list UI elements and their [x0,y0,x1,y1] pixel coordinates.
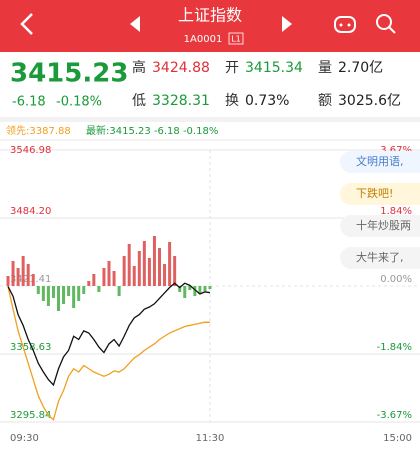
x-tick-label: 15:00 [383,433,412,444]
y2-tick-label: -3.67% [377,410,412,421]
legend-lead: 领先:3387.88 [6,124,71,137]
y-tick-label: 3295.84 [10,410,51,421]
volume-bar [203,286,207,291]
volume-bar [127,244,131,286]
volume-bar [41,286,45,301]
y-tick-label: 3358.63 [10,342,51,353]
volume-bar [62,286,66,304]
volume-bar [117,286,121,296]
back-button[interactable] [20,13,33,35]
y-tick-label: 3421.41 [10,274,51,285]
search-icon[interactable] [376,14,396,34]
legend-latest: 最新:3415.23 -6.18 -0.18% [86,124,218,137]
volume-bar [97,286,101,292]
code: 1A0001 [184,34,223,45]
y-tick-label: 3484.20 [10,206,51,217]
y2-tick-label: 0.00% [380,274,412,285]
comment-bubble [340,151,420,173]
volume-bar [147,258,151,286]
field-label: 换 [225,92,239,109]
level-badge: L1 [231,35,241,44]
field-label: 高 [132,59,146,76]
volume-bar [132,266,136,286]
bot-icon[interactable] [334,16,356,33]
volume-bar [21,256,25,286]
field-value: 2.70亿 [338,60,383,76]
volume-bar [193,286,197,296]
volume-bar [178,286,182,292]
y2-tick-label: 3.67% [380,145,412,156]
volume-bar [142,241,146,286]
volume-bar [46,286,50,306]
field-value: 3328.31 [152,93,210,109]
field-label: 开 [225,60,239,76]
field-value: 3415.34 [245,60,303,76]
volume-bar [51,286,55,298]
y-tick-label: 3546.98 [10,145,51,156]
level-badge-box [228,32,244,45]
field-value: 3025.6亿 [338,93,401,109]
comment-text: 十年炒股两 [356,218,411,232]
volume-bar [137,251,141,286]
field-label: 额 [318,93,332,109]
volume-bar [67,286,71,296]
divider [0,117,420,122]
x-tick-label: 09:30 [10,433,39,444]
volume-bar [158,248,161,286]
field-label: 低 [132,93,146,109]
field-value: 3424.88 [152,60,210,76]
volume-bar [163,264,167,286]
price-line [7,286,211,421]
volume-bar [107,261,111,286]
volume-bar [72,286,76,308]
volume-bar [57,286,60,311]
y2-tick-label: -1.84% [377,342,412,353]
volume-bar [208,286,212,289]
comment-bubble [340,183,420,205]
volume-bar [6,276,10,286]
volume-bar [173,256,177,286]
volume-bar [82,286,86,294]
volume-bar [77,286,81,301]
y2-tick-label: 1.84% [380,206,412,217]
volume-bar [87,281,91,286]
comment-text: 下跌吧! [356,186,393,200]
volume-bar [92,274,96,286]
field-label: 量 [318,60,332,76]
comment-text: 文明用语, [356,154,404,168]
comment-bubble [340,247,420,269]
volume-bar [122,256,126,286]
volume-bar [188,286,192,290]
price-line [7,282,211,387]
volume-bar [102,268,106,286]
volume-bar [11,261,15,286]
field-value: 0.73% [245,93,289,109]
title: 上证指数 [178,6,242,25]
volume-bar [36,286,40,294]
price: 3415.23 [10,59,128,89]
volume-bar [183,286,187,298]
prev-button[interactable] [130,16,140,32]
change-pct: -0.18% [56,95,102,110]
next-button[interactable] [282,16,292,32]
volume-bar [168,242,172,286]
comment-text: 大牛来了, [356,250,404,264]
volume-bar [198,286,202,294]
x-tick-label: 11:30 [196,433,225,444]
volume-bar [152,236,156,286]
change: -6.18 [12,95,46,110]
volume-bar [16,268,20,286]
volume-bar [26,264,30,286]
volume-bar [112,271,116,286]
comment-bubble [340,215,420,237]
volume-bar [31,274,35,286]
